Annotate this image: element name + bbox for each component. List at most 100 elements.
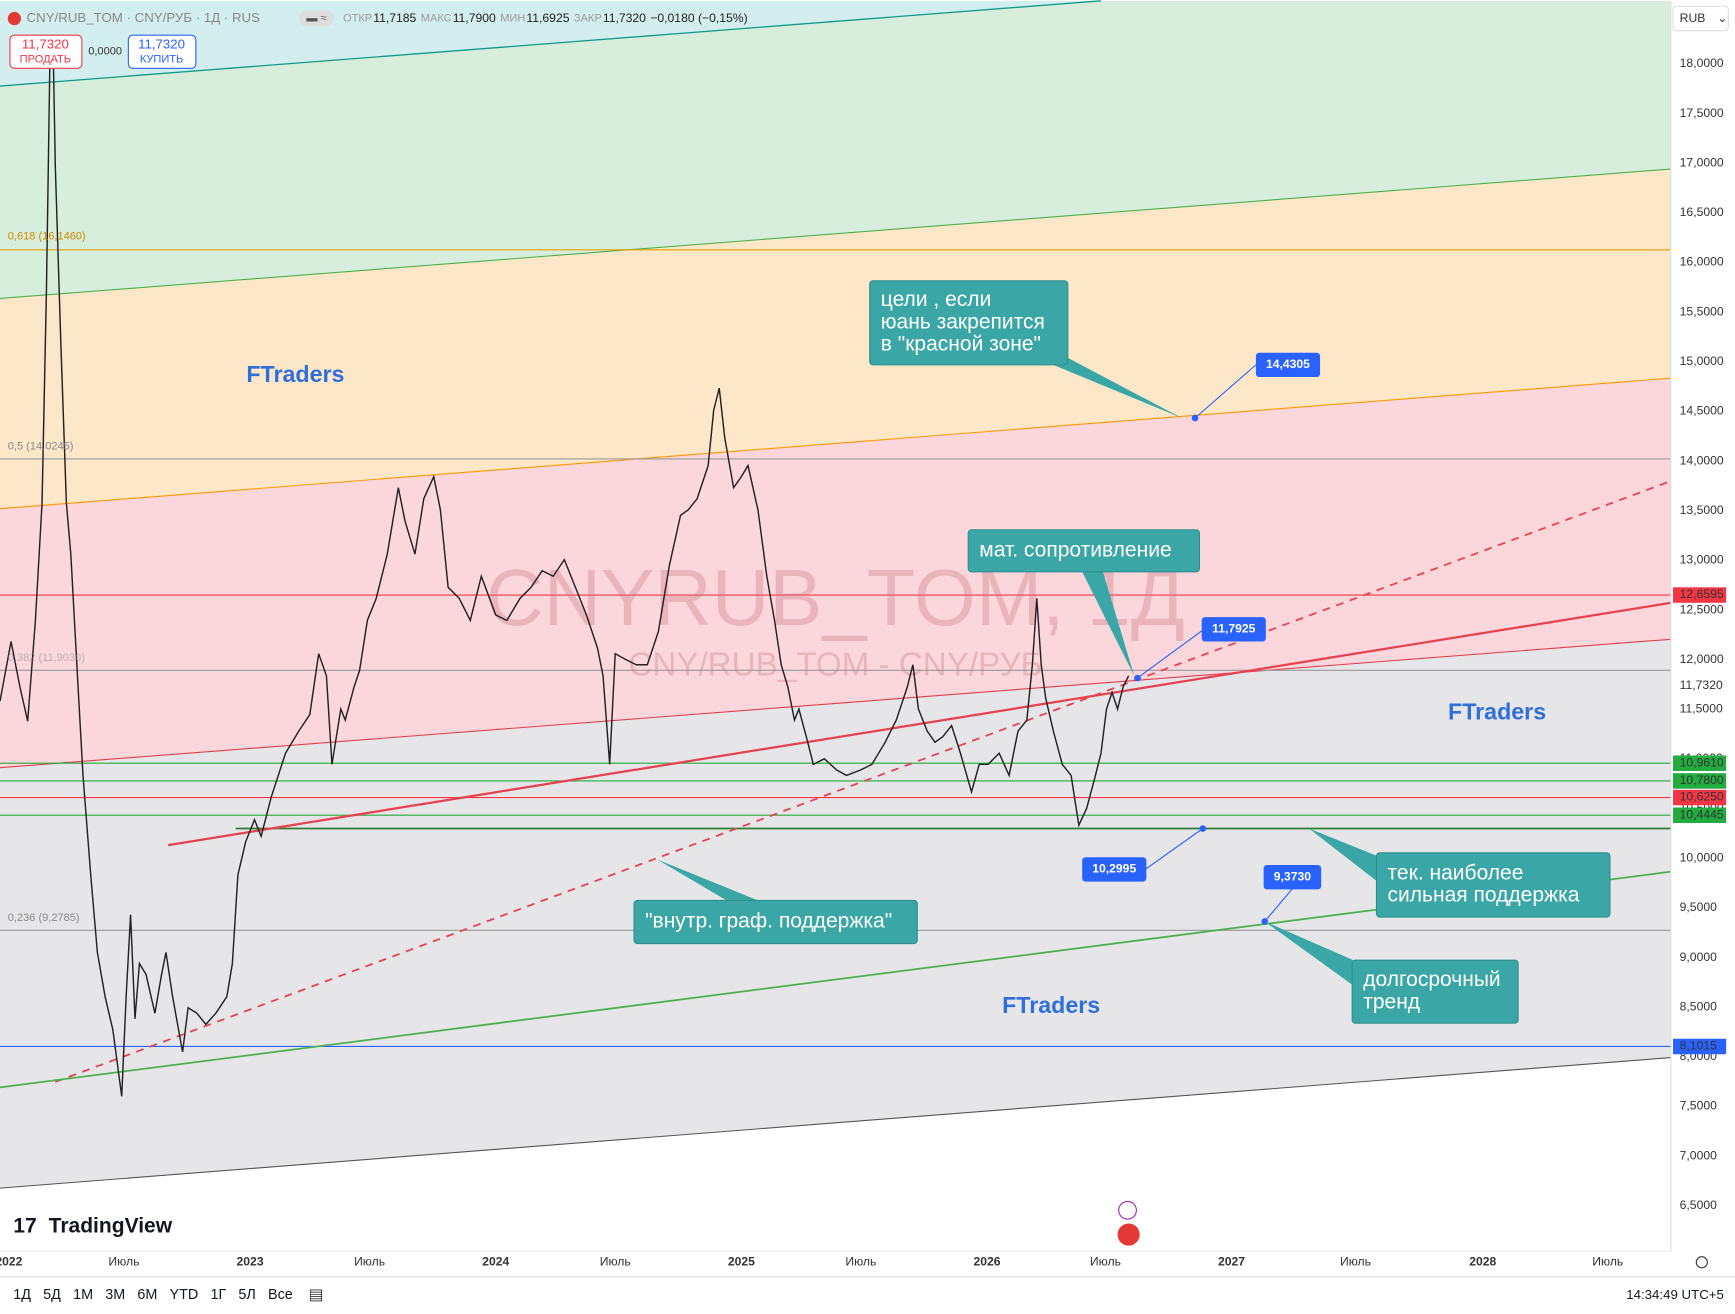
time-tick-label: 2026 (973, 1254, 1000, 1268)
annotation-box (1375, 852, 1611, 918)
time-tick-label: 2027 (1218, 1254, 1245, 1268)
currency-arrow[interactable]: ⌄ (1717, 11, 1727, 25)
buy-button[interactable] (127, 34, 197, 69)
sell-price[interactable]: 11,7320 (22, 37, 69, 52)
stat-value: 11,6925 (526, 11, 569, 25)
level-label: 8,1015 (1680, 1039, 1717, 1053)
fib-label: 0,5 (14,0245) (8, 441, 74, 453)
calendar-icon[interactable]: ▤ (309, 1287, 324, 1304)
time-tick-label: 2022 (0, 1254, 23, 1268)
level-label-bg (1673, 678, 1727, 694)
price-tick-label: 11,5000 (1680, 702, 1723, 716)
connector (1194, 364, 1257, 419)
range-button[interactable]: 5Д (43, 1287, 61, 1303)
visibility-toggle[interactable] (298, 10, 335, 27)
level-label: 10,9610 (1680, 755, 1724, 769)
fib-label: 0,618 (16,1460) (8, 230, 86, 242)
time-tick-label: 2023 (237, 1254, 264, 1268)
anchor-dot (1191, 414, 1199, 422)
price-tick-label: 7,0000 (1680, 1148, 1717, 1162)
symbol-title[interactable]: CNY/RUB_TOM · CNY/РУБ · 1Д · RUS (27, 10, 261, 25)
currency[interactable]: RUB (1680, 11, 1706, 25)
pointer (1264, 921, 1362, 992)
clock: 14:34:49 UTC+5 (1626, 1287, 1724, 1302)
time-tick-label: Июль (1340, 1254, 1371, 1268)
annotation-text: цели , если (881, 288, 992, 311)
buy-label[interactable]: КУПИТЬ (140, 53, 183, 65)
level-label-bg (1673, 755, 1727, 771)
level-label-bg (1673, 773, 1727, 789)
price-tick-label: 10,0000 (1680, 851, 1724, 865)
annotation-text: долгосрочный (1363, 968, 1500, 991)
pointer (1029, 354, 1182, 418)
currency-button[interactable] (1672, 5, 1729, 32)
time-tick-label: 2028 (1469, 1254, 1496, 1268)
time-tick-label: Июль (600, 1254, 631, 1268)
price-tag (1263, 865, 1322, 890)
time-tick-label: Июль (845, 1254, 876, 1268)
level-label: 12,6595 (1680, 587, 1724, 601)
price-tag-text: 14,4305 (1266, 357, 1310, 371)
price-tick-label: 15,0000 (1680, 354, 1724, 368)
buy-price[interactable]: 11,7320 (138, 37, 185, 52)
annotation-text: сильная поддержка (1388, 884, 1580, 907)
range-button[interactable]: 1Д (13, 1287, 31, 1303)
price-tick-label: 13,5000 (1680, 503, 1724, 517)
annotation-text: в "красной зоне" (881, 333, 1041, 356)
spread: 0,0000 (88, 46, 122, 58)
price-tag (1082, 857, 1147, 882)
channel-line (0, 0, 1102, 87)
range-button[interactable]: 3М (105, 1287, 125, 1303)
price-tick-label: 12,0000 (1680, 652, 1724, 666)
annotation-box (869, 280, 1069, 366)
watermark: FTraders (246, 361, 344, 387)
level-label-bg (1673, 1038, 1727, 1055)
annotation-box (633, 899, 918, 945)
annotation-text: мат. сопротивление (979, 538, 1171, 561)
price-tag (1255, 352, 1321, 378)
price-tick-label: 12,5000 (1680, 602, 1724, 616)
stat-label: ОТКР (343, 12, 372, 24)
toggle-icon[interactable]: ▬ ≈ (306, 12, 326, 24)
range-button[interactable]: Все (268, 1287, 293, 1303)
price-tick-label: 7,5000 (1680, 1099, 1717, 1113)
price-tick-label: 16,0000 (1680, 255, 1724, 269)
stat-value: 11,7185 (373, 11, 416, 25)
range-button[interactable]: 1Г (210, 1287, 226, 1303)
sell-button[interactable] (9, 34, 83, 69)
range-button[interactable]: 5Л (238, 1287, 255, 1303)
fib-label: 0,236 (9,2785) (8, 912, 80, 924)
stat-label: МАКС (421, 12, 452, 24)
price-tick-label: 6,5000 (1680, 1198, 1717, 1212)
sell-label[interactable]: ПРОДАТЬ (20, 53, 71, 65)
flag-icon[interactable] (1117, 1223, 1140, 1246)
level-label: 10,7800 (1680, 773, 1724, 787)
watermark: FTraders (1002, 992, 1100, 1018)
price-tick-label: 9,5000 (1680, 900, 1717, 914)
price-tick-label: 8,5000 (1680, 999, 1717, 1013)
level-label: 10,4445 (1680, 807, 1724, 821)
time-tick-label: 2025 (728, 1254, 755, 1268)
trend-line (168, 601, 1671, 847)
annotation-box (967, 529, 1201, 573)
logo[interactable]: TradingView (49, 1214, 173, 1237)
annotation-text: "внутр. граф. поддержка" (645, 910, 892, 933)
green-zone (0, 0, 1671, 299)
range-button[interactable]: YTD (170, 1287, 199, 1303)
level-label-bg (1673, 789, 1727, 806)
price-tick-label: 9,0000 (1680, 950, 1717, 964)
symbol-watermark-sub: CNY/RUB_TOM - CNY/РУБ (628, 647, 1042, 684)
level-label-bg (1673, 807, 1727, 823)
range-button[interactable]: 1М (73, 1287, 93, 1303)
time-tick-label: Июль (354, 1254, 385, 1268)
price-tick-label: 17,5000 (1680, 106, 1724, 120)
event-icon[interactable] (1118, 1200, 1137, 1220)
settings-icon[interactable] (1695, 1256, 1708, 1269)
range-button[interactable]: 6М (137, 1287, 157, 1303)
annotation-text: тренд (1363, 990, 1420, 1013)
price-axis-bg (1670, 0, 1735, 1314)
price-tick-label: 14,0000 (1680, 453, 1724, 467)
connector (1144, 828, 1204, 870)
